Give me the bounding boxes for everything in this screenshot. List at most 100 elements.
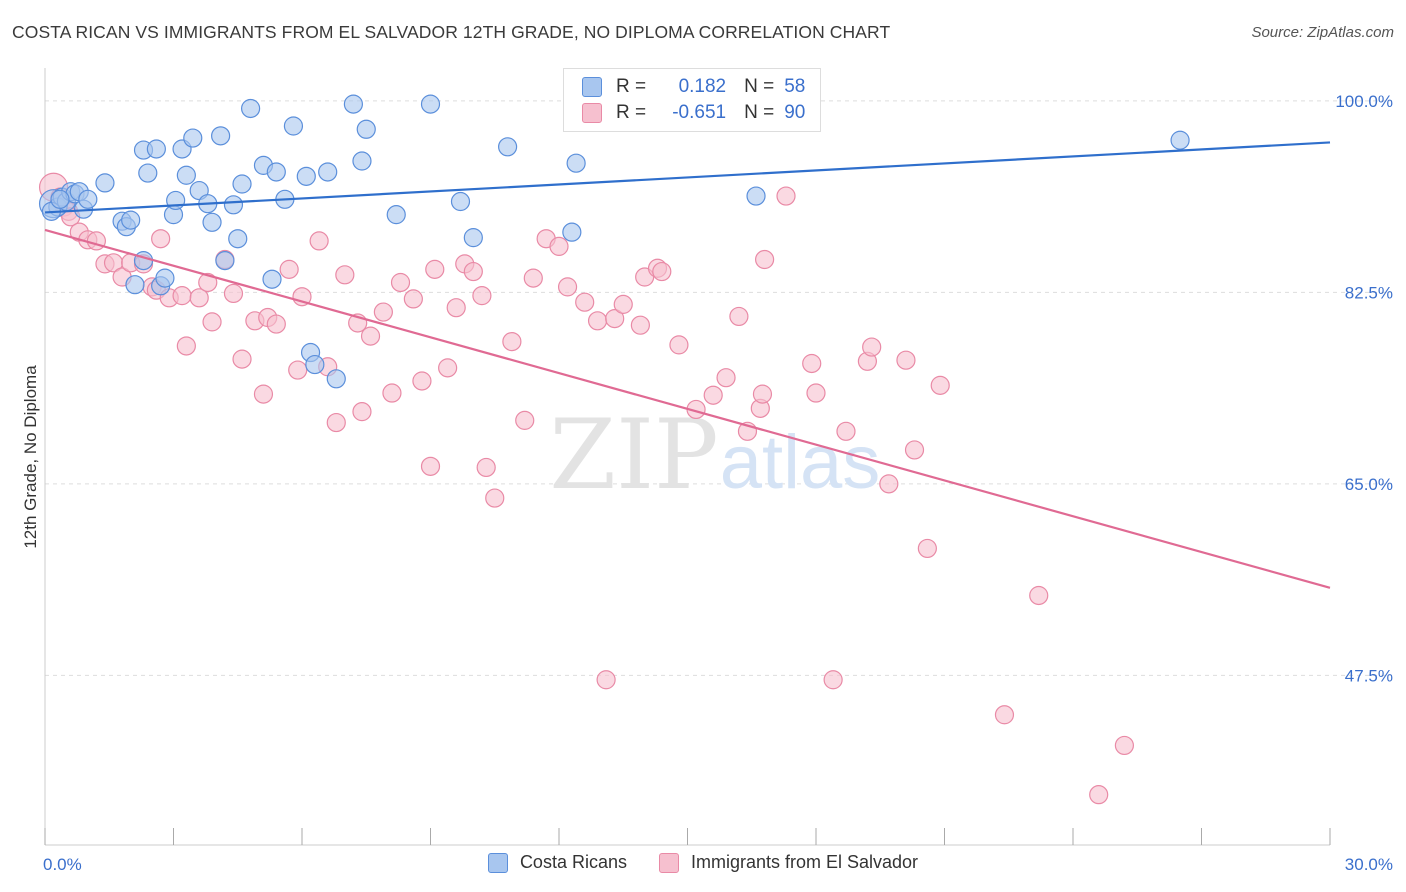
tick-labels: 100.0% 82.5% 65.0% 47.5% 0.0% 30.0% [43, 92, 1393, 874]
series-el-salvador-points [38, 172, 1135, 805]
x-tick-label-max: 30.0% [1345, 855, 1393, 874]
data-point [1029, 585, 1049, 606]
data-point [562, 222, 582, 242]
watermark-zip: ZIP [549, 399, 718, 511]
data-point [390, 272, 411, 293]
data-point [253, 384, 274, 404]
trend-lines [44, 141, 1331, 589]
data-point [806, 383, 826, 403]
data-point [1089, 785, 1109, 805]
data-point [288, 360, 308, 380]
data-point [223, 283, 244, 304]
data-point [566, 153, 586, 173]
data-point [146, 139, 166, 159]
data-point [669, 335, 689, 355]
legend-r-label: R = [616, 76, 647, 97]
data-point [446, 298, 466, 318]
legend-r-value: 0.182 [678, 76, 727, 97]
data-point [746, 186, 766, 206]
data-point [86, 231, 107, 251]
data-point [930, 375, 950, 395]
data-point [752, 384, 773, 404]
data-point [176, 336, 196, 356]
data-point [296, 166, 316, 186]
data-point [754, 249, 775, 270]
data-point [450, 191, 471, 212]
data-point [502, 331, 522, 352]
legend-item-el-salvador: Immigrants from El Salvador [658, 852, 919, 873]
data-point [283, 116, 304, 136]
data-point [352, 151, 372, 171]
data-point [266, 162, 286, 182]
data-point [476, 457, 496, 478]
stats-legend: R = 0.182 N = 58 R = -0.651 N = 90 [563, 68, 821, 132]
data-point [386, 205, 406, 225]
data-point [515, 410, 535, 430]
data-point [557, 277, 578, 297]
data-point [703, 385, 723, 405]
data-point [802, 353, 822, 374]
series-legend: Costa Ricans Immigrants from El Salvador [0, 852, 1406, 873]
data-point [776, 186, 796, 206]
data-point [729, 306, 749, 327]
chart-title: COSTA RICAN VS IMMIGRANTS FROM EL SALVAD… [12, 22, 891, 42]
data-point [202, 312, 222, 332]
legend-n-value: 58 [784, 76, 806, 97]
data-point [318, 162, 338, 182]
data-point [904, 440, 925, 460]
data-point [862, 337, 882, 357]
data-point [823, 670, 843, 690]
data-point [498, 137, 518, 157]
data-point [309, 231, 329, 251]
data-point [202, 212, 222, 232]
data-point [360, 326, 381, 346]
trend-line-el-salvador [44, 228, 1331, 589]
data-point [438, 358, 458, 378]
legend-series-name: Immigrants from El Salvador [690, 852, 919, 872]
data-point [198, 272, 218, 293]
data-point [575, 292, 595, 312]
data-point [352, 402, 372, 422]
data-point [279, 259, 299, 279]
series-costa-ricans-points [38, 94, 1190, 389]
data-point [420, 94, 441, 114]
data-point [215, 251, 235, 271]
data-point [587, 311, 608, 331]
data-point [463, 261, 483, 282]
data-point [485, 488, 505, 508]
legend-n-label: N = [744, 102, 775, 123]
data-point [138, 163, 158, 183]
data-point [994, 705, 1015, 725]
legend-item-costa-ricans: Costa Ricans [487, 852, 627, 873]
data-point [211, 126, 231, 146]
legend-swatch-pink [582, 103, 602, 123]
data-point [125, 275, 145, 295]
legend-r-value: -0.651 [672, 102, 727, 123]
data-point [326, 412, 346, 433]
data-point [463, 228, 483, 248]
data-point [266, 314, 286, 334]
data-point [549, 236, 569, 256]
data-point [176, 165, 196, 185]
data-point [262, 269, 282, 289]
data-point [343, 94, 363, 114]
data-point [403, 289, 423, 309]
data-point [917, 538, 937, 559]
legend-n-label: N = [744, 76, 775, 97]
data-point [420, 456, 441, 476]
data-point [836, 421, 856, 441]
data-point [155, 268, 175, 288]
data-point [605, 309, 625, 329]
data-point [596, 670, 616, 690]
trend-line-costa-ricans [44, 141, 1331, 214]
data-point [78, 189, 98, 209]
data-point [223, 195, 244, 215]
data-point [172, 286, 192, 306]
data-point [189, 288, 209, 308]
data-point [121, 210, 141, 230]
data-point [716, 368, 736, 388]
y-tick-label: 82.5% [1345, 283, 1393, 302]
data-point [241, 98, 261, 119]
data-point [472, 286, 492, 306]
